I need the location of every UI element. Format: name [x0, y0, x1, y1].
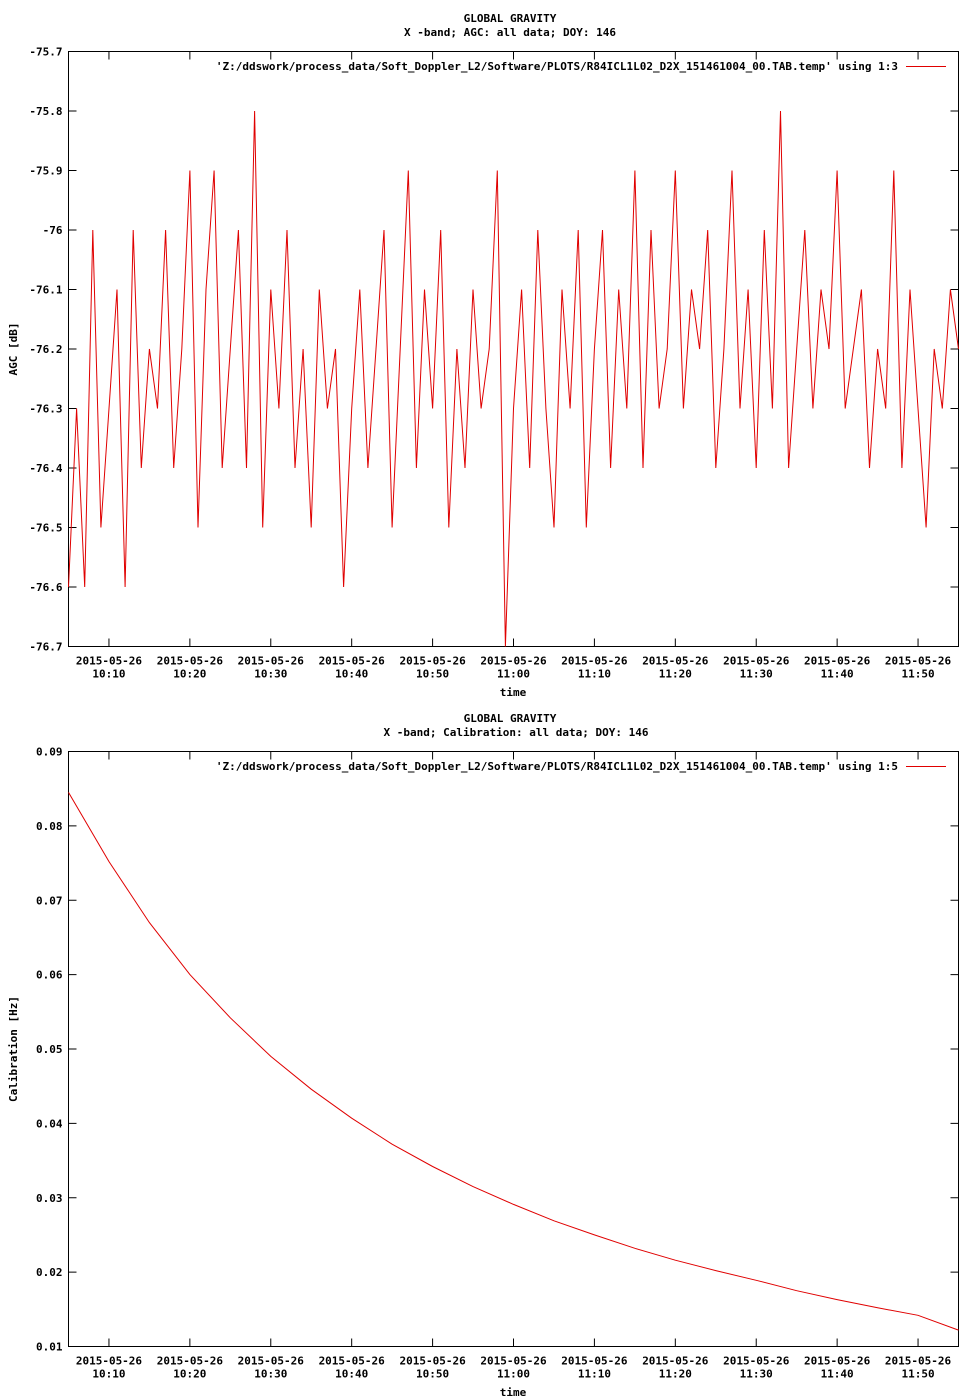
agc-y-tick-label: -76.1: [29, 284, 62, 297]
agc-x-tick-time: 11:30: [740, 668, 773, 681]
calibration-x-tick-date: 2015-05-26: [480, 1355, 547, 1368]
agc-x-tick-date: 2015-05-26: [642, 655, 709, 668]
agc-x-tick-time: 10:10: [92, 668, 125, 681]
calibration-y-tick-label: 0.09: [36, 746, 63, 759]
calibration-chart: GLOBAL GRAVITY X -band; Calibration: all…: [7, 712, 959, 1399]
calibration-x-tick-date: 2015-05-26: [804, 1355, 871, 1368]
calibration-x-tick-date: 2015-05-26: [157, 1355, 224, 1368]
calibration-x-tick-time: 11:30: [740, 1368, 773, 1381]
calibration-y-axis: 0.09 0.08 0.07 0.06 0.05 0.04 0.03 0.02 0.01: [36, 746, 959, 1354]
agc-legend-label: 'Z:/ddswork/process_data/Soft_Doppler_L2…: [216, 60, 898, 73]
calibration-x-tick-time: 10:50: [416, 1368, 449, 1381]
agc-x-tick-date: 2015-05-26: [399, 655, 466, 668]
agc-y-tick-label: -76.6: [29, 581, 62, 594]
agc-x-tick-time: 10:40: [335, 668, 368, 681]
calibration-y-tick-label: 0.02: [36, 1266, 63, 1279]
agc-x-tick-time: 11:40: [821, 668, 854, 681]
calibration-chart-subtitle: X -band; Calibration: all data; DOY: 146: [384, 726, 649, 739]
calibration-y-axis-label: Calibration [Hz]: [7, 996, 20, 1102]
calibration-y-tick-label: 0.05: [36, 1043, 63, 1056]
calibration-x-axis-label: time: [500, 1386, 527, 1399]
calibration-x-tick-time: 10:20: [173, 1368, 206, 1381]
calibration-chart-title: GLOBAL GRAVITY: [464, 712, 557, 725]
calibration-x-tick-date: 2015-05-26: [238, 1355, 305, 1368]
agc-series-line: [68, 110, 959, 647]
agc-y-axis-label: AGC [dB]: [7, 323, 20, 376]
calibration-x-tick-time: 11:00: [497, 1368, 530, 1381]
agc-x-tick-time: 10:50: [416, 668, 449, 681]
agc-chart-title: GLOBAL GRAVITY: [464, 12, 557, 25]
calibration-x-tick-date: 2015-05-26: [561, 1355, 628, 1368]
agc-x-tick-time: 10:30: [254, 668, 287, 681]
calibration-x-tick-date: 2015-05-26: [723, 1355, 790, 1368]
agc-x-tick-date: 2015-05-26: [804, 655, 871, 668]
calibration-x-tick-date: 2015-05-26: [399, 1355, 466, 1368]
agc-x-axis-label: time: [500, 686, 527, 699]
agc-chart: GLOBAL GRAVITY X -band; AGC: all data; D…: [7, 12, 959, 699]
agc-x-tick-time: 11:20: [659, 668, 692, 681]
agc-x-tick-date: 2015-05-26: [723, 655, 790, 668]
calibration-x-tick-time: 10:10: [92, 1368, 125, 1381]
calibration-y-tick-label: 0.03: [36, 1192, 63, 1205]
calibration-x-axis: 2015-05-2610:102015-05-2610:202015-05-26…: [76, 751, 952, 1381]
calibration-x-tick-time: 11:10: [578, 1368, 611, 1381]
agc-y-tick-label: -76.7: [29, 641, 62, 654]
calibration-x-tick-date: 2015-05-26: [885, 1355, 952, 1368]
calibration-x-tick-time: 11:40: [821, 1368, 854, 1381]
agc-x-tick-date: 2015-05-26: [319, 655, 386, 668]
calibration-y-tick-label: 0.06: [36, 969, 63, 982]
calibration-x-tick-time: 10:40: [335, 1368, 368, 1381]
agc-y-tick-label: -75.7: [29, 46, 62, 59]
agc-y-axis: -75.7 -75.8 -75.9 -76 -76.1 -76.2 -76.3 -76.4 -7…: [29, 46, 959, 654]
agc-y-tick-label: -76.5: [29, 522, 62, 535]
agc-x-tick-time: 11:10: [578, 668, 611, 681]
agc-x-tick-time: 10:20: [173, 668, 206, 681]
agc-x-axis: 2015-05-2610:102015-05-2610:202015-05-26…: [76, 51, 952, 681]
agc-y-tick-label: -76: [43, 224, 63, 237]
agc-y-tick-label: -76.3: [29, 403, 62, 416]
calibration-x-tick-date: 2015-05-26: [76, 1355, 143, 1368]
agc-y-tick-label: -75.9: [29, 165, 62, 178]
agc-x-tick-date: 2015-05-26: [76, 655, 143, 668]
calibration-x-tick-time: 10:30: [254, 1368, 287, 1381]
agc-x-tick-date: 2015-05-26: [157, 655, 224, 668]
calibration-plot-frame: [68, 751, 959, 1347]
calibration-x-tick-time: 11:50: [901, 1368, 934, 1381]
agc-x-tick-date: 2015-05-26: [238, 655, 305, 668]
agc-x-tick-date: 2015-05-26: [480, 655, 547, 668]
calibration-x-tick-time: 11:20: [659, 1368, 692, 1381]
calibration-y-tick-label: 0.07: [36, 894, 63, 907]
agc-y-tick-label: -75.8: [29, 105, 62, 118]
calibration-x-tick-date: 2015-05-26: [319, 1355, 386, 1368]
agc-x-tick-time: 11:50: [901, 668, 934, 681]
agc-y-tick-label: -76.2: [29, 343, 62, 356]
calibration-legend-label: 'Z:/ddswork/process_data/Soft_Doppler_L2…: [216, 760, 898, 773]
calibration-y-tick-label: 0.01: [36, 1341, 63, 1354]
agc-x-tick-date: 2015-05-26: [561, 655, 628, 668]
calibration-x-tick-date: 2015-05-26: [642, 1355, 709, 1368]
agc-x-tick-date: 2015-05-26: [885, 655, 952, 668]
agc-y-tick-label: -76.4: [29, 462, 62, 475]
calibration-y-tick-label: 0.04: [36, 1117, 63, 1130]
agc-plot-frame: [68, 51, 959, 647]
agc-x-tick-time: 11:00: [497, 668, 530, 681]
calibration-y-tick-label: 0.08: [36, 820, 63, 833]
calibration-series-line: [68, 792, 959, 1331]
agc-chart-subtitle: X -band; AGC: all data; DOY: 146: [404, 26, 616, 39]
